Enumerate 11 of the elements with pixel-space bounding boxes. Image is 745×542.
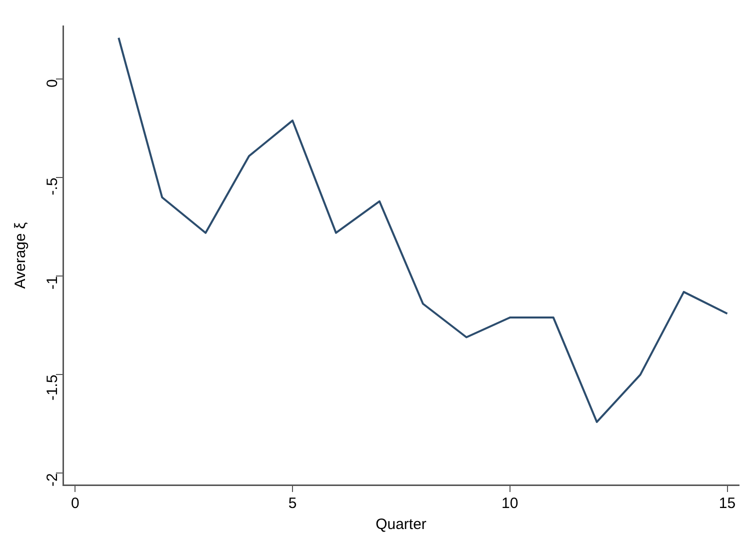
x-tick-label: 15	[718, 495, 736, 512]
x-tick-label: 10	[502, 495, 518, 512]
y-tick-label: -.5	[44, 178, 62, 196]
y-tick-label: -2	[44, 473, 62, 487]
x-axis-title: Quarter	[376, 516, 426, 534]
x-tick-label: 0	[71, 495, 80, 512]
y-tick-label: -1.5	[44, 374, 62, 401]
y-tick-label: 0	[44, 79, 62, 88]
x-tick-label: 5	[288, 495, 297, 512]
y-axis-title: Average ξ	[12, 222, 30, 289]
y-tick-label: -1	[44, 276, 62, 290]
